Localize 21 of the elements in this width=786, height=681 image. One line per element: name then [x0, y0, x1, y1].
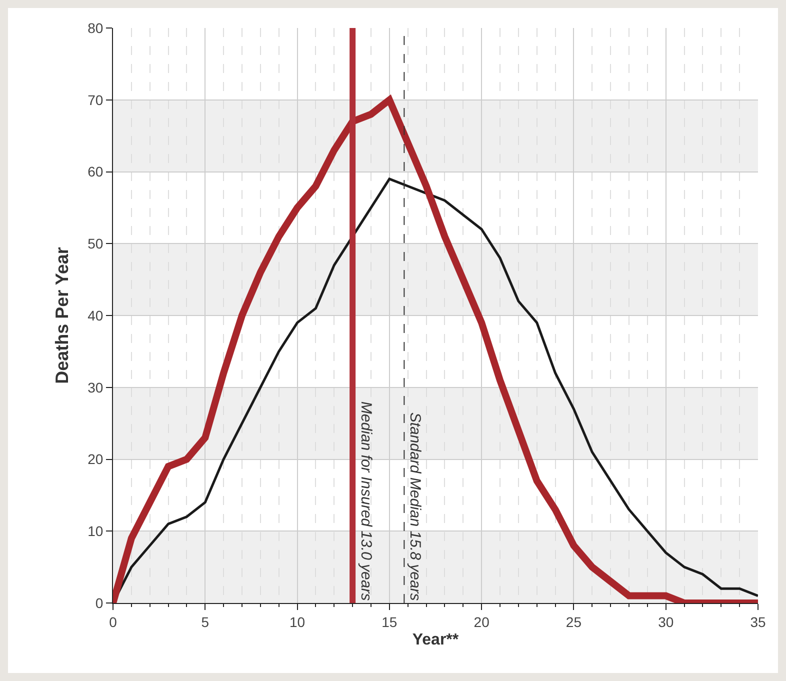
x-tick-label: 20 [474, 614, 490, 630]
x-tick-label: 35 [750, 614, 766, 630]
y-tick-label: 70 [88, 92, 104, 108]
x-tick-label: 25 [566, 614, 582, 630]
x-tick-label: 15 [382, 614, 398, 630]
y-axis-title: Deaths Per Year [52, 247, 72, 384]
x-tick-label: 10 [290, 614, 306, 630]
ref-line-label: Standard Median 15.8 years [406, 412, 424, 602]
y-tick-label: 20 [88, 451, 104, 468]
y-tick-label: 60 [88, 164, 104, 180]
y-tick-label: 50 [88, 236, 104, 252]
ref-line-label: Median for Insured 13.0 years [358, 401, 375, 602]
y-tick-label: 0 [95, 594, 104, 611]
x-tick-label: 30 [658, 614, 674, 630]
x-tick-label: 5 [201, 614, 210, 630]
x-axis-title: Year** [412, 632, 460, 648]
y-tick-label: 80 [88, 20, 104, 36]
x-tick-label: 0 [109, 614, 118, 630]
y-tick-label: 40 [88, 307, 104, 324]
y-tick-label: 30 [88, 379, 104, 396]
y-tick-label: 10 [88, 523, 104, 540]
